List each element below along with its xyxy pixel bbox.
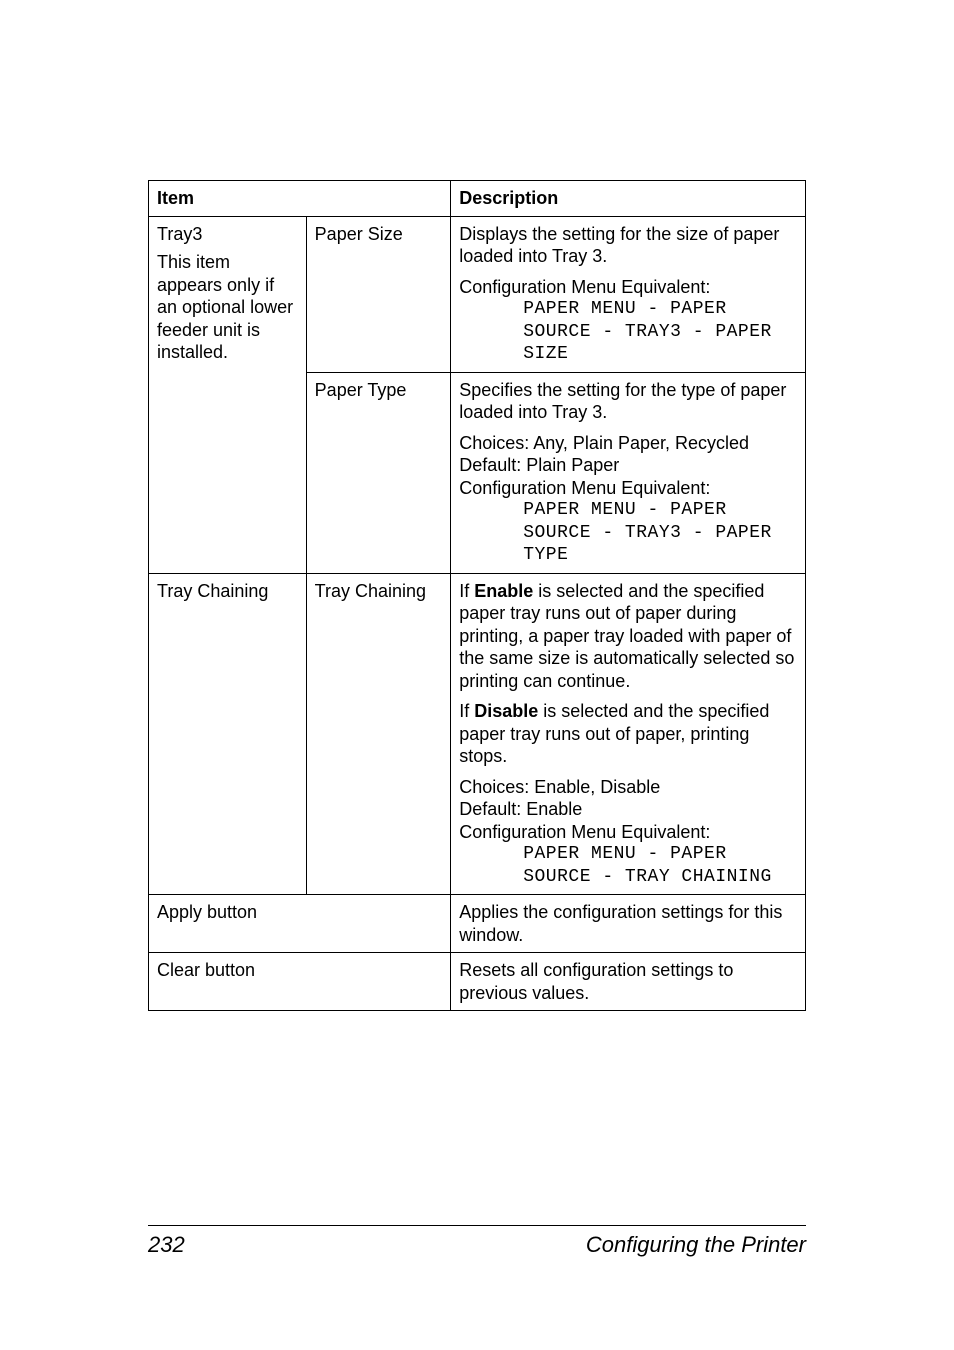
tray3-note-1: This item	[157, 251, 298, 274]
tc-mono2: SOURCE - TRAY CHAINING	[523, 866, 797, 889]
tc-mono1: PAPER MENU - PAPER	[523, 843, 797, 866]
tc-p1-bold: Enable	[474, 581, 533, 601]
pt-mono2: SOURCE - TRAY3 - PAPER	[523, 522, 797, 545]
row-clear: Clear button Resets all configuration se…	[149, 953, 806, 1011]
config-table: Item Description Tray3 This item appears…	[148, 180, 806, 1011]
cell-tc-col1: Tray Chaining	[149, 573, 307, 895]
tray3-note-4: feeder unit is	[157, 319, 298, 342]
spacer	[459, 424, 797, 432]
spacer	[459, 268, 797, 276]
spacer	[459, 768, 797, 776]
cell-papersize-desc: Displays the setting for the size of pap…	[451, 216, 806, 372]
tray3-note-5: installed.	[157, 341, 298, 364]
ps-mono1: PAPER MENU - PAPER	[523, 298, 797, 321]
pt-mono3: TYPE	[523, 544, 797, 567]
pt-default: Default: Plain Paper	[459, 454, 797, 477]
ps-mono2: SOURCE - TRAY3 - PAPER	[523, 321, 797, 344]
tc-p2: If Disable is selected and the specified…	[459, 700, 797, 768]
ps-config: Configuration Menu Equivalent:	[459, 276, 797, 299]
cell-tc-desc: If Enable is selected and the specified …	[451, 573, 806, 895]
tc-p1: If Enable is selected and the specified …	[459, 580, 797, 693]
tray3-note-2: appears only if	[157, 274, 298, 297]
header-item: Item	[149, 181, 451, 217]
page-footer: 232 Configuring the Printer	[148, 1225, 806, 1258]
header-description: Description	[451, 181, 806, 217]
footer-row: 232 Configuring the Printer	[148, 1232, 806, 1258]
pt-mono1: PAPER MENU - PAPER	[523, 499, 797, 522]
pt-choices: Choices: Any, Plain Paper, Recycled	[459, 432, 797, 455]
cell-tc-col2: Tray Chaining	[306, 573, 451, 895]
table-header-row: Item Description	[149, 181, 806, 217]
tc-default: Default: Enable	[459, 798, 797, 821]
tray3-title: Tray3	[157, 223, 298, 246]
cell-clear-desc: Resets all configuration settings to pre…	[451, 953, 806, 1011]
footer-divider	[148, 1225, 806, 1226]
row-tray-chaining: Tray Chaining Tray Chaining If Enable is…	[149, 573, 806, 895]
tc-p1-prefix: If	[459, 581, 474, 601]
tc-config: Configuration Menu Equivalent:	[459, 821, 797, 844]
tc-choices: Choices: Enable, Disable	[459, 776, 797, 799]
ps-mono-block: PAPER MENU - PAPER SOURCE - TRAY3 - PAPE…	[459, 298, 797, 366]
cell-apply-label: Apply button	[149, 895, 451, 953]
cell-papertype-desc: Specifies the setting for the type of pa…	[451, 372, 806, 573]
ps-mono3: SIZE	[523, 343, 797, 366]
ps-desc1: Displays the setting for the size of pap…	[459, 223, 797, 268]
pt-desc1: Specifies the setting for the type of pa…	[459, 379, 797, 424]
tc-p2-prefix: If	[459, 701, 474, 721]
cell-clear-label: Clear button	[149, 953, 451, 1011]
row-apply: Apply button Applies the configuration s…	[149, 895, 806, 953]
row-tray3-papersize: Tray3 This item appears only if an optio…	[149, 216, 806, 372]
spacer	[459, 692, 797, 700]
tc-mono-block: PAPER MENU - PAPER SOURCE - TRAY CHAININ…	[459, 843, 797, 888]
cell-papertype-label: Paper Type	[306, 372, 451, 573]
pt-config: Configuration Menu Equivalent:	[459, 477, 797, 500]
page-container: Item Description Tray3 This item appears…	[0, 0, 954, 1350]
page-number: 232	[148, 1232, 185, 1258]
cell-apply-desc: Applies the configuration settings for t…	[451, 895, 806, 953]
tc-p2-bold: Disable	[474, 701, 538, 721]
cell-papersize-label: Paper Size	[306, 216, 451, 372]
pt-mono-block: PAPER MENU - PAPER SOURCE - TRAY3 - PAPE…	[459, 499, 797, 567]
footer-title: Configuring the Printer	[586, 1232, 806, 1258]
cell-tray3-label: Tray3 This item appears only if an optio…	[149, 216, 307, 573]
tray3-note-3: an optional lower	[157, 296, 298, 319]
